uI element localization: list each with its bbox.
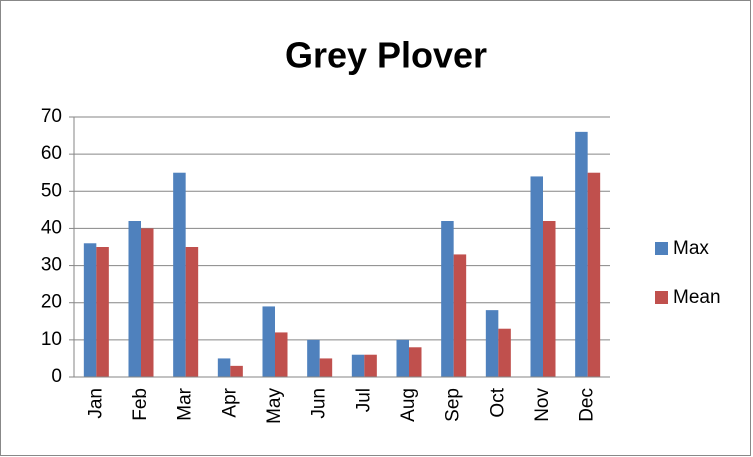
y-tick-label: 60 [41,143,62,164]
bar [128,221,141,377]
x-tick-label: Jul [353,388,374,412]
bar [453,254,467,377]
bar [275,332,288,377]
x-tick-label: Apr [219,387,240,417]
bar [319,358,333,377]
y-tick-label: 40 [41,217,62,238]
bar [141,228,154,377]
y-tick-label: 0 [51,366,62,387]
x-tick-label: May [264,388,285,424]
legend-swatch [655,242,668,255]
bar [217,358,231,377]
bar [83,243,97,377]
bar [230,365,243,377]
bar [262,306,275,377]
bar [409,347,422,377]
legend-label: Max [673,238,709,259]
x-tick-label: Jun [309,388,330,419]
bar [307,339,320,377]
bar [96,247,109,377]
x-tick-label: Sep [443,388,464,422]
x-tick-label: Mar [175,387,196,420]
chart-title: Grey Plover [285,35,487,76]
bar [185,247,199,377]
bar [543,221,556,377]
x-tick-label: Dec [577,388,598,422]
x-tick-label: Feb [130,388,151,421]
y-tick-label: 50 [41,180,62,201]
bar [575,131,588,377]
bar [351,354,365,377]
y-tick-label: 10 [41,329,62,350]
bar [498,328,511,377]
y-tick-label: 20 [41,292,62,313]
x-tick-label: Aug [398,388,419,422]
bar [441,221,454,377]
y-tick-label: 30 [41,255,62,276]
bar [364,354,377,377]
bar [485,310,499,377]
legend-label: Mean [673,287,721,308]
bar [173,172,186,377]
bar [396,339,409,377]
bar [587,172,601,377]
bar [530,176,543,377]
x-tick-label: Nov [532,388,553,422]
x-tick-label: Jan [85,388,106,419]
x-tick-label: Oct [487,387,508,417]
y-tick-label: 70 [41,106,62,127]
legend-swatch [655,291,668,304]
